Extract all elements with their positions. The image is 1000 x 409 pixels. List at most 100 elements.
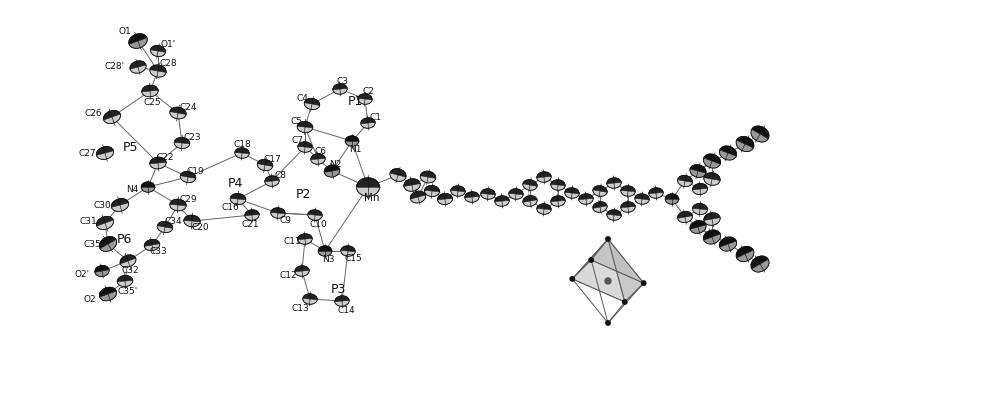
Polygon shape [324, 166, 340, 173]
Polygon shape [704, 155, 721, 164]
Ellipse shape [144, 240, 160, 251]
Polygon shape [235, 153, 249, 159]
Text: P6: P6 [116, 233, 132, 246]
Text: C32: C32 [121, 266, 139, 275]
Ellipse shape [361, 119, 375, 129]
Polygon shape [451, 191, 465, 197]
Ellipse shape [425, 186, 439, 197]
Ellipse shape [157, 222, 173, 233]
Polygon shape [495, 196, 509, 202]
Polygon shape [345, 137, 359, 142]
Polygon shape [298, 239, 312, 245]
Polygon shape [298, 234, 312, 240]
Ellipse shape [142, 86, 158, 98]
Polygon shape [678, 180, 692, 187]
Ellipse shape [390, 169, 406, 182]
Polygon shape [607, 215, 621, 221]
Polygon shape [635, 199, 649, 205]
Polygon shape [537, 204, 551, 210]
Ellipse shape [303, 294, 317, 304]
Polygon shape [537, 209, 551, 215]
Polygon shape [308, 210, 322, 216]
Text: C10: C10 [309, 220, 327, 229]
Polygon shape [117, 281, 133, 287]
Polygon shape [481, 194, 495, 200]
Circle shape [642, 281, 646, 285]
Polygon shape [141, 188, 155, 193]
Text: C28': C28' [105, 62, 125, 71]
Polygon shape [678, 216, 692, 223]
Polygon shape [737, 250, 754, 262]
Polygon shape [593, 202, 607, 209]
Ellipse shape [151, 46, 165, 57]
Polygon shape [425, 191, 439, 197]
Polygon shape [410, 196, 426, 203]
Ellipse shape [649, 188, 663, 199]
Text: C35: C35 [83, 240, 101, 249]
Polygon shape [551, 185, 565, 191]
Text: N3: N3 [322, 255, 334, 264]
Text: C8: C8 [274, 171, 286, 180]
Ellipse shape [621, 187, 635, 197]
Text: Mn: Mn [364, 193, 380, 202]
Polygon shape [752, 260, 769, 272]
Ellipse shape [621, 202, 635, 213]
Polygon shape [607, 178, 621, 184]
Polygon shape [593, 190, 607, 197]
Ellipse shape [308, 210, 322, 221]
Polygon shape [130, 66, 146, 74]
Text: C7: C7 [291, 136, 303, 145]
Ellipse shape [495, 196, 509, 207]
Ellipse shape [345, 137, 359, 147]
Polygon shape [565, 188, 579, 194]
Polygon shape [438, 199, 452, 205]
Ellipse shape [593, 186, 607, 197]
Text: C26: C26 [84, 109, 102, 118]
Polygon shape [621, 202, 635, 208]
Ellipse shape [150, 158, 166, 169]
Polygon shape [607, 210, 621, 216]
Text: C19: C19 [186, 167, 204, 176]
Polygon shape [420, 176, 436, 183]
Polygon shape [523, 180, 537, 187]
Polygon shape [142, 91, 158, 98]
Polygon shape [245, 215, 259, 221]
Polygon shape [621, 187, 635, 192]
Polygon shape [704, 173, 720, 181]
Ellipse shape [719, 237, 737, 252]
Text: P5: P5 [122, 141, 138, 154]
Polygon shape [150, 163, 166, 169]
Ellipse shape [298, 142, 312, 153]
Polygon shape [551, 180, 565, 186]
Ellipse shape [96, 147, 114, 160]
Polygon shape [141, 182, 155, 188]
Text: P4: P4 [227, 177, 243, 190]
Polygon shape [257, 160, 273, 167]
Ellipse shape [704, 173, 720, 186]
Text: C22: C22 [156, 153, 174, 162]
Polygon shape [111, 199, 129, 208]
Text: C33: C33 [149, 247, 167, 256]
Polygon shape [174, 143, 190, 149]
Ellipse shape [465, 192, 479, 203]
Text: C24: C24 [179, 103, 197, 112]
Polygon shape [607, 183, 621, 189]
Polygon shape [151, 46, 165, 53]
Polygon shape [608, 239, 644, 302]
Circle shape [570, 277, 574, 281]
Polygon shape [523, 196, 537, 203]
Polygon shape [704, 218, 720, 226]
Circle shape [606, 321, 610, 326]
Text: C9: C9 [279, 216, 291, 225]
Polygon shape [245, 210, 259, 216]
Polygon shape [333, 89, 347, 95]
Ellipse shape [438, 194, 452, 205]
Polygon shape [297, 122, 313, 128]
Ellipse shape [719, 146, 737, 161]
Polygon shape [572, 239, 625, 302]
Text: C11: C11 [283, 237, 301, 246]
Text: C20: C20 [191, 223, 209, 232]
Ellipse shape [120, 255, 136, 267]
Polygon shape [537, 172, 551, 178]
Text: C4: C4 [296, 94, 308, 103]
